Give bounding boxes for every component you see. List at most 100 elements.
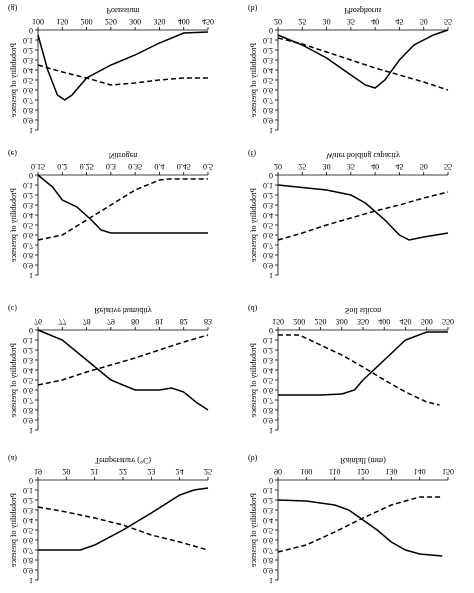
y-tick-label: 0.2 — [23, 496, 33, 505]
y-axis-title: Probability of presence — [9, 493, 18, 568]
y-tick-label: 0.1 — [23, 181, 33, 190]
y-tick-label: 0.2 — [263, 496, 273, 505]
y-tick-label: 0.8 — [23, 251, 33, 260]
x-tick-label: 25 — [298, 17, 306, 26]
x-tick-label: 550 — [442, 317, 454, 326]
x-tick-label: 83 — [204, 317, 212, 326]
y-axis-title: Probability of presence — [249, 343, 258, 418]
y-tick-label: 0.6 — [23, 536, 33, 545]
x-tick-label: 22 — [119, 467, 127, 476]
x-tick-label: 350 — [153, 17, 165, 26]
y-tick-label: 0.4 — [263, 66, 273, 75]
y-tick-label: 1 — [29, 576, 33, 585]
y-tick-label: 0.6 — [263, 536, 273, 545]
x-tick-label: 55 — [444, 17, 452, 26]
x-tick-label: 0.15 — [31, 162, 45, 171]
y-tick-label: 0.3 — [23, 56, 33, 65]
y-tick-label: 0.9 — [263, 116, 273, 125]
x-tick-label: 500 — [421, 317, 433, 326]
y-tick-label: 0.3 — [263, 356, 273, 365]
series-line — [277, 499, 443, 557]
y-tick-label: 0.2 — [263, 46, 273, 55]
y-axis-title: Probability of presence — [9, 188, 18, 263]
x-tick-label: 55 — [444, 162, 452, 171]
y-tick-label: 1 — [29, 271, 33, 280]
x-tick-label: 0.25 — [80, 162, 94, 171]
y-tick-label: 0.7 — [23, 241, 33, 250]
x-tick-label: 20 — [62, 467, 70, 476]
x-tick-label: 110 — [329, 467, 341, 476]
series-line — [278, 334, 440, 406]
x-tick-label: 30 — [323, 17, 331, 26]
y-tick-label: 0.1 — [263, 486, 273, 495]
x-tick-label: 21 — [91, 467, 99, 476]
y-tick-label: 0.8 — [263, 556, 273, 565]
y-tick-label: 0.5 — [263, 76, 273, 85]
y-tick-label: 0.2 — [23, 191, 33, 200]
x-tick-label: 130 — [385, 467, 397, 476]
y-tick-label: 0.2 — [263, 346, 273, 355]
y-tick-label: 0.5 — [263, 526, 273, 535]
y-tick-label: 0.1 — [23, 486, 33, 495]
panel-label: (d) — [248, 304, 258, 313]
y-tick-label: 0.8 — [23, 556, 33, 565]
series-line — [38, 487, 209, 551]
series-line — [37, 329, 209, 411]
x-tick-label: 82 — [180, 317, 188, 326]
y-tick-label: 0.1 — [263, 336, 273, 345]
y-tick-label: 0.7 — [23, 396, 33, 405]
y-axis-title: Probability of presence — [249, 43, 258, 118]
y-tick-label: 0.4 — [263, 516, 273, 525]
series-line — [37, 506, 209, 551]
x-tick-label: 35 — [347, 162, 355, 171]
x-axis-title: Potassium — [107, 6, 141, 15]
x-tick-label: 78 — [83, 317, 91, 326]
x-axis-title: Soil silicon — [345, 306, 381, 315]
x-tick-label: 81 — [155, 317, 163, 326]
y-tick-label: 0 — [29, 171, 33, 180]
panel-label: (h) — [248, 4, 258, 13]
y-tick-label: 0 — [29, 26, 33, 35]
x-tick-label: 35 — [347, 17, 355, 26]
panel-label: (b) — [248, 454, 258, 463]
x-tick-label: 140 — [414, 467, 426, 476]
series-line — [278, 331, 448, 396]
y-tick-label: 1 — [29, 426, 33, 435]
y-tick-label: 0.5 — [23, 76, 33, 85]
y-axis-title: Probability of presence — [249, 493, 258, 568]
x-tick-label: 23 — [147, 467, 155, 476]
x-tick-label: 200 — [293, 317, 305, 326]
x-tick-label: 300 — [336, 317, 348, 326]
x-tick-label: 100 — [300, 467, 312, 476]
x-tick-label: 0.35 — [128, 162, 142, 171]
x-tick-label: 25 — [204, 467, 212, 476]
y-tick-label: 0 — [269, 171, 273, 180]
series-line — [37, 31, 209, 101]
x-tick-label: 450 — [400, 317, 412, 326]
x-tick-label: 0.5 — [203, 162, 213, 171]
x-tick-label: 0.2 — [57, 162, 67, 171]
y-tick-label: 0.1 — [263, 181, 273, 190]
x-tick-label: 150 — [442, 467, 454, 476]
x-tick-label: 80 — [131, 317, 139, 326]
x-tick-label: 250 — [315, 317, 327, 326]
y-tick-label: 0 — [29, 476, 33, 485]
y-tick-label: 0.4 — [263, 211, 273, 220]
x-tick-label: 90 — [274, 467, 282, 476]
y-tick-label: 1 — [29, 126, 33, 135]
y-tick-label: 0.1 — [23, 336, 33, 345]
x-tick-label: 19 — [34, 467, 42, 476]
panel-label: (f) — [248, 149, 256, 158]
y-tick-label: 0 — [269, 26, 273, 35]
x-tick-label: 50 — [420, 17, 428, 26]
y-tick-label: 0.8 — [23, 106, 33, 115]
x-axis-title: Temperature (°C) — [95, 456, 152, 465]
x-tick-label: 76 — [34, 317, 42, 326]
y-tick-label: 0.9 — [263, 261, 273, 270]
x-tick-label: 450 — [202, 17, 214, 26]
y-tick-label: 0 — [269, 476, 273, 485]
series-line — [277, 184, 449, 241]
series-line — [277, 29, 449, 89]
series-line — [37, 174, 208, 234]
